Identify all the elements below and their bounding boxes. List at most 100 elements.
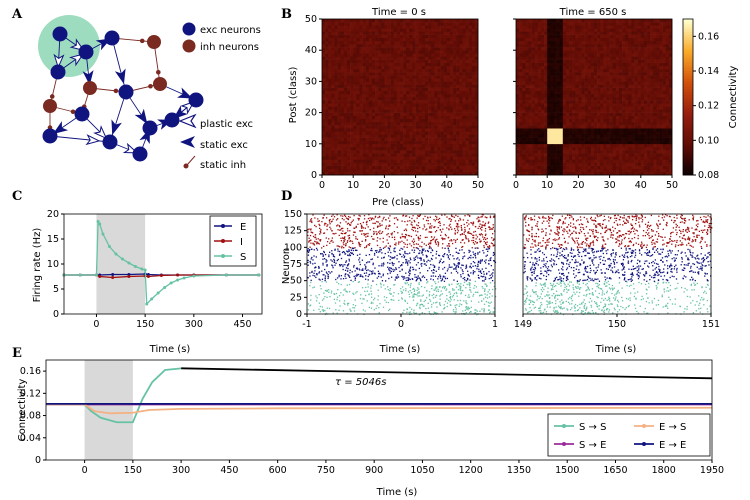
heatmap-cell bbox=[393, 159, 398, 163]
heatmap-cell bbox=[550, 37, 554, 42]
heatmap-cell bbox=[322, 72, 326, 76]
heatmap-cell bbox=[418, 150, 423, 154]
heatmap-cell bbox=[537, 59, 542, 63]
heatmap-cell bbox=[400, 47, 404, 51]
heatmap-cell bbox=[625, 100, 629, 104]
heatmap-cell bbox=[362, 62, 366, 67]
heatmap-cell bbox=[594, 50, 598, 54]
heatmap-cell bbox=[328, 47, 332, 51]
heatmap-cell bbox=[659, 47, 663, 51]
heatmap-cell bbox=[474, 31, 479, 35]
heatmap-cell bbox=[519, 53, 523, 57]
heatmap-cell bbox=[637, 90, 642, 95]
heatmap-cell bbox=[553, 87, 557, 92]
heatmap-cell bbox=[544, 97, 548, 101]
heatmap-cell bbox=[597, 28, 601, 32]
heatmap-cell bbox=[446, 153, 451, 157]
heatmap-cell bbox=[603, 93, 607, 98]
heatmap-cell bbox=[668, 100, 673, 104]
heatmap-cell bbox=[525, 156, 529, 160]
heatmap-cell bbox=[378, 22, 382, 26]
heatmap-cell bbox=[606, 140, 610, 145]
heatmap-cell bbox=[415, 56, 420, 60]
heatmap-cell bbox=[587, 140, 592, 145]
heatmap-cell bbox=[550, 140, 554, 145]
heatmap-cell bbox=[415, 106, 420, 110]
heatmap-cell bbox=[400, 62, 404, 67]
heatmap-cell bbox=[525, 171, 529, 176]
heatmap-cell bbox=[590, 118, 595, 123]
heatmap-cell bbox=[384, 75, 388, 79]
heatmap-cell bbox=[437, 112, 441, 117]
heatmap-cell bbox=[331, 106, 335, 110]
heatmap-cell bbox=[665, 146, 670, 151]
heatmap-cell bbox=[562, 65, 567, 70]
heatmap-cell bbox=[625, 56, 629, 60]
heatmap-cell bbox=[474, 53, 479, 57]
heatmap-cell bbox=[443, 125, 448, 129]
heatmap-cell bbox=[606, 137, 610, 141]
heatmap-cell bbox=[631, 53, 635, 57]
heatmap-cell bbox=[393, 40, 398, 45]
heatmap-cell bbox=[625, 156, 629, 160]
heatmap-cell bbox=[531, 109, 536, 113]
heatmap-cell bbox=[531, 125, 536, 129]
heatmap-cell bbox=[528, 34, 532, 39]
heatmap-cell bbox=[559, 65, 564, 70]
heatmap-cell bbox=[650, 37, 654, 42]
heatmap-cell bbox=[647, 121, 651, 126]
heatmap-cell bbox=[584, 97, 589, 101]
heatmap-cell bbox=[603, 168, 607, 173]
heatmap-cell bbox=[381, 159, 385, 163]
heatmap-cell bbox=[474, 121, 479, 126]
heatmap-cell bbox=[550, 81, 554, 85]
inh-neuron bbox=[153, 77, 167, 91]
heatmap-cell bbox=[456, 159, 460, 163]
heatmap-cell bbox=[465, 40, 469, 45]
heatmap-cell bbox=[587, 25, 592, 29]
heatmap-cell bbox=[612, 72, 617, 76]
heatmap-cell bbox=[590, 50, 595, 54]
heatmap-cell bbox=[465, 118, 469, 123]
heatmap-cell bbox=[537, 31, 542, 35]
heatmap-cell bbox=[575, 140, 579, 145]
heatmap-cell bbox=[516, 125, 520, 129]
heatmap-cell bbox=[375, 50, 379, 54]
heatmap-cell bbox=[393, 97, 398, 101]
heatmap-cell bbox=[468, 78, 473, 82]
heatmap-cell bbox=[653, 25, 657, 29]
heatmap-cell bbox=[387, 84, 391, 88]
heatmap-cell bbox=[594, 84, 598, 88]
heatmap-cell bbox=[659, 131, 663, 135]
heatmap-cell bbox=[350, 25, 354, 29]
heatmap-cell bbox=[412, 72, 416, 76]
heatmap-cell bbox=[412, 143, 416, 148]
heatmap-cell bbox=[356, 165, 360, 170]
heatmap-cell bbox=[331, 78, 335, 82]
heatmap-cell bbox=[653, 134, 657, 138]
heatmap-cell bbox=[471, 19, 476, 23]
heatmap-cell bbox=[640, 109, 645, 113]
heatmap-cell bbox=[662, 106, 667, 110]
heatmap-cell bbox=[584, 50, 589, 54]
heatmap-cell bbox=[474, 103, 479, 107]
heatmap-cell bbox=[525, 68, 529, 73]
heatmap-cell bbox=[665, 40, 670, 45]
heatmap-cell bbox=[474, 87, 479, 92]
heatmap-cell bbox=[597, 171, 601, 176]
heatmap-cell bbox=[547, 50, 551, 54]
heatmap-cell bbox=[662, 72, 667, 76]
heatmap-cell bbox=[346, 100, 351, 104]
heatmap-cell bbox=[612, 103, 617, 107]
heatmap-cell bbox=[462, 103, 466, 107]
heatmap-cell bbox=[362, 37, 366, 42]
heatmap-cell bbox=[662, 140, 667, 145]
heatmap-cell bbox=[462, 90, 466, 95]
heatmap-cell bbox=[350, 162, 354, 166]
heatmap-cell bbox=[650, 165, 654, 170]
heatmap-cell bbox=[418, 134, 423, 138]
heatmap-cell bbox=[390, 153, 395, 157]
heatmap-cell bbox=[371, 53, 376, 57]
heatmap-cell bbox=[437, 171, 441, 176]
heatmap-cell bbox=[421, 40, 426, 45]
